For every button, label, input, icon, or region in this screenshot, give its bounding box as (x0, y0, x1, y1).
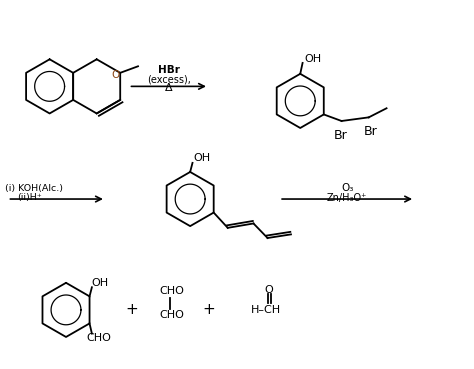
Text: (excess),: (excess), (147, 74, 191, 84)
Text: CHO: CHO (159, 310, 184, 320)
Text: OH: OH (304, 54, 321, 63)
Text: Δ: Δ (165, 83, 173, 93)
Text: Br: Br (364, 125, 378, 138)
Text: Zn/H₃O⁺: Zn/H₃O⁺ (327, 193, 367, 203)
Text: HBr: HBr (158, 65, 180, 75)
Text: O: O (112, 70, 120, 80)
Text: Br: Br (334, 129, 347, 142)
Text: O₃: O₃ (341, 183, 353, 193)
Text: OH: OH (92, 277, 109, 287)
Text: O: O (264, 285, 273, 295)
Text: (ii)H⁺: (ii)H⁺ (17, 193, 42, 203)
Text: +: + (202, 302, 215, 317)
Text: CHO: CHO (159, 286, 184, 296)
Text: +: + (125, 302, 138, 317)
Text: (i) KOH(Alc.): (i) KOH(Alc.) (5, 184, 63, 193)
Text: CHO: CHO (86, 333, 111, 343)
Text: OH: OH (193, 153, 210, 163)
Text: H–CH: H–CH (251, 305, 281, 315)
